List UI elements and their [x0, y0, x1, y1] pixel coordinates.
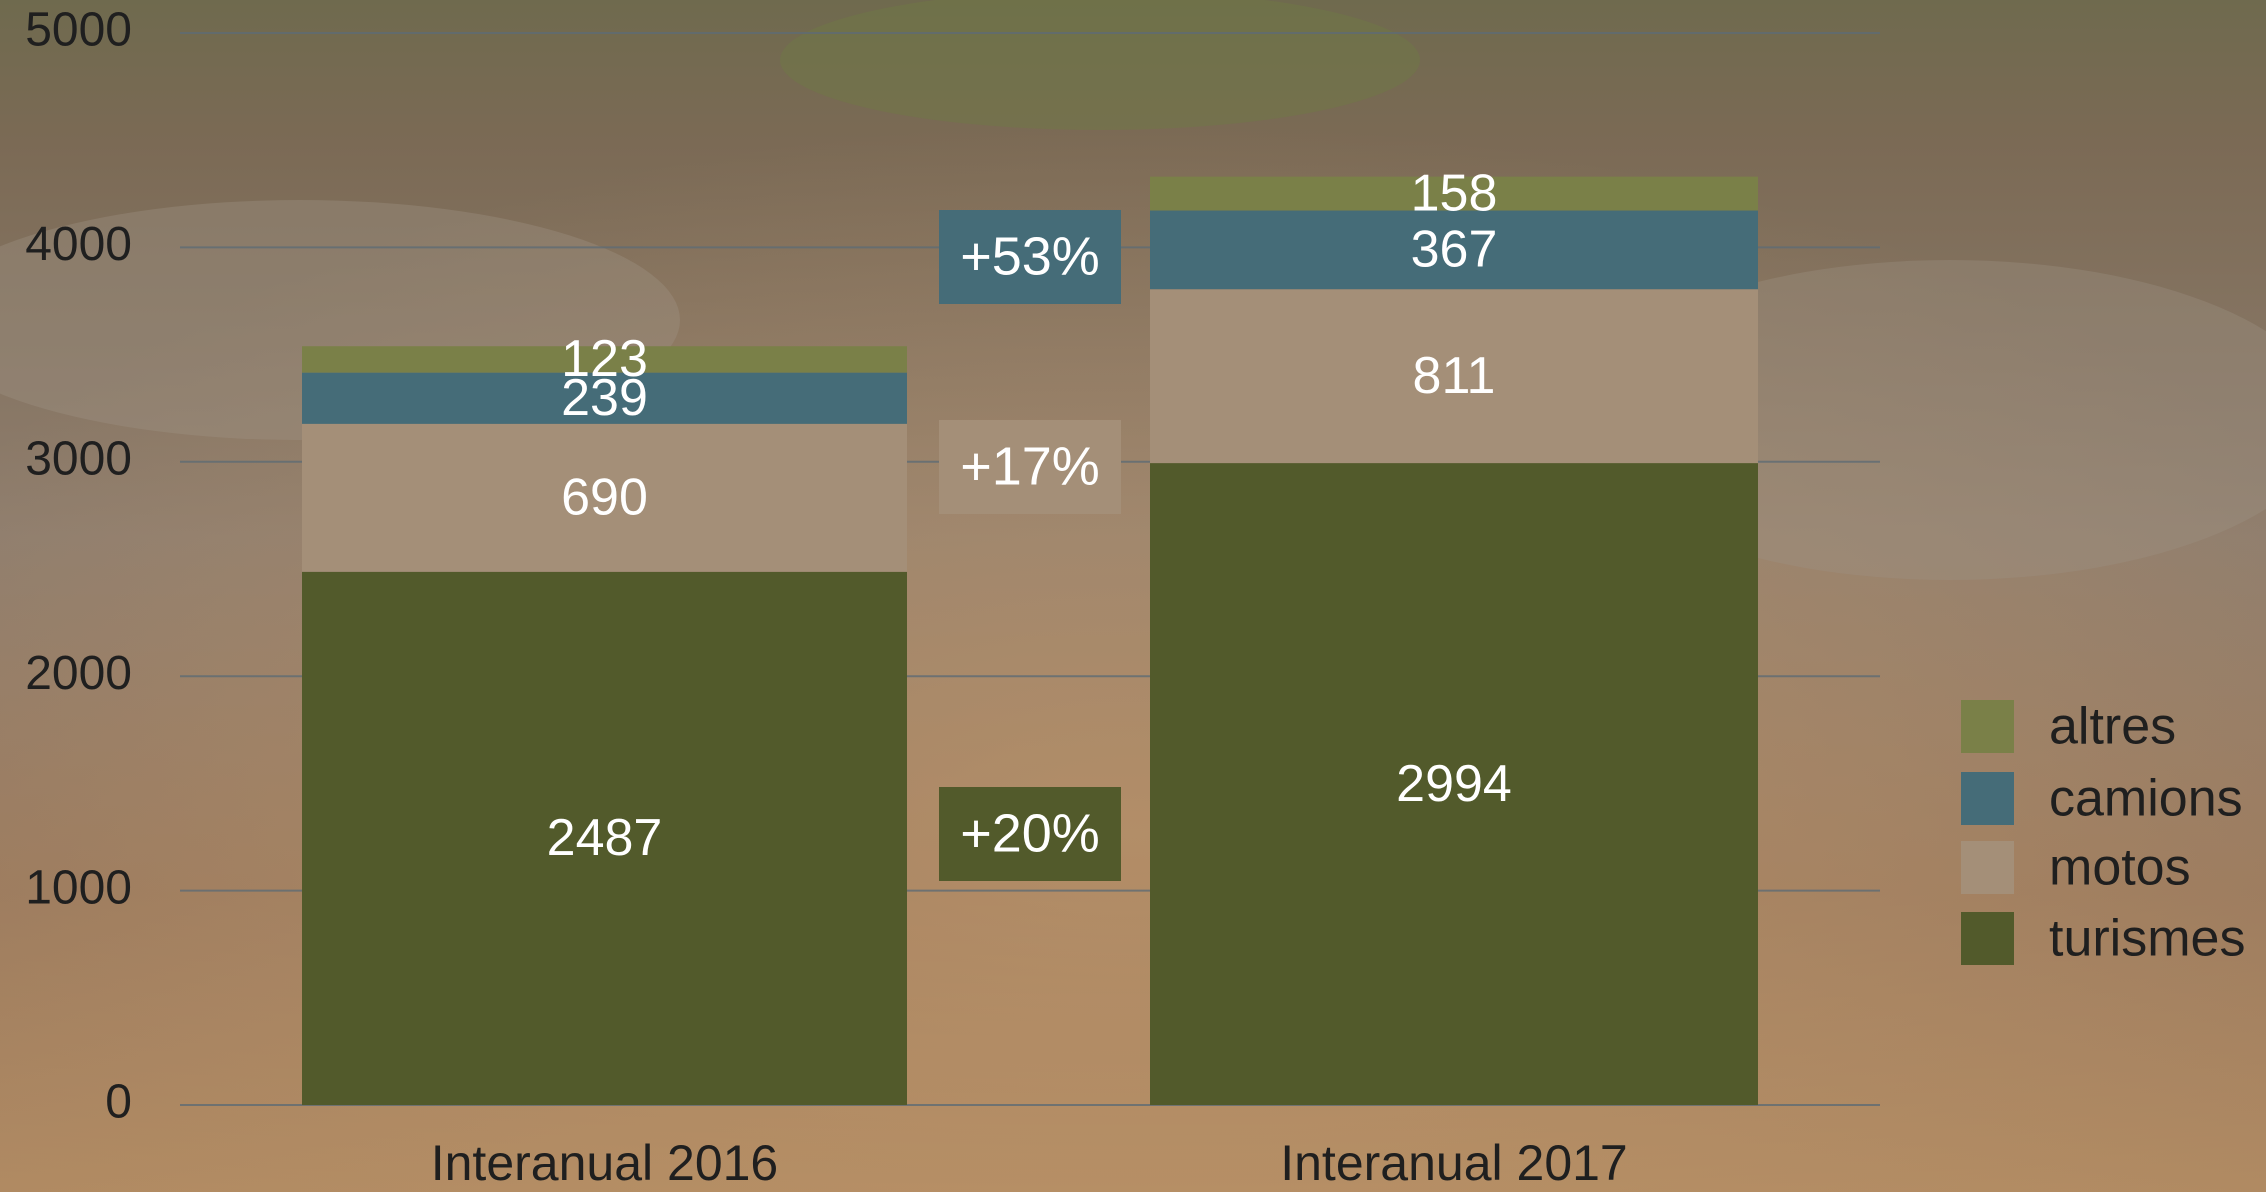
y-tick-label: 1000: [25, 861, 132, 914]
value-label: 158: [1411, 164, 1498, 222]
value-label: 811: [1413, 347, 1496, 405]
annotation: +53%: [960, 226, 1100, 286]
value-label: 367: [1411, 221, 1498, 279]
chart: 0100020003000400050002487690239123Intera…: [0, 0, 2266, 1192]
legend-label: turismes: [2049, 910, 2245, 968]
legend-swatch: [1961, 912, 2014, 965]
y-tick-label: 2000: [25, 647, 132, 700]
value-label: 690: [561, 469, 648, 527]
annotation: +17%: [960, 436, 1100, 496]
value-label: 2994: [1396, 755, 1512, 813]
y-tick-label: 3000: [25, 432, 132, 485]
x-tick-label: Interanual 2016: [431, 1135, 779, 1191]
y-tick-label: 0: [105, 1076, 132, 1129]
value-label: 123: [561, 330, 648, 388]
y-tick-label: 4000: [25, 218, 132, 271]
legend-label: camions: [2049, 770, 2243, 828]
y-tick-label: 5000: [25, 4, 132, 57]
legend-label: altres: [2049, 698, 2176, 756]
legend-swatch: [1961, 700, 2014, 753]
x-tick-label: Interanual 2017: [1280, 1135, 1628, 1191]
legend-label: motos: [2049, 839, 2191, 897]
annotation: +20%: [960, 803, 1100, 863]
value-label: 2487: [547, 809, 663, 867]
legend-swatch: [1961, 841, 2014, 894]
legend-swatch: [1961, 772, 2014, 825]
